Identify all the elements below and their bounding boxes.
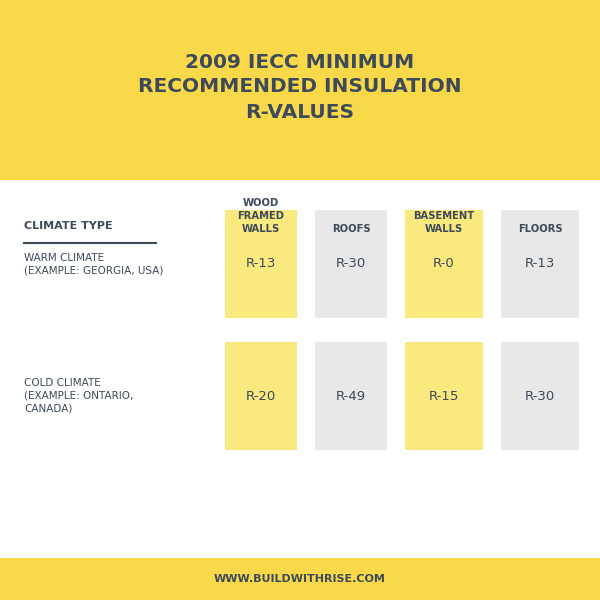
Text: R-13: R-13 xyxy=(246,257,276,271)
Text: COLD CLIMATE
(EXAMPLE: ONTARIO,
CANADA): COLD CLIMATE (EXAMPLE: ONTARIO, CANADA) xyxy=(24,378,133,414)
FancyBboxPatch shape xyxy=(225,210,297,318)
FancyBboxPatch shape xyxy=(225,342,297,450)
FancyBboxPatch shape xyxy=(501,210,579,318)
Text: WOOD
FRAMED
WALLS: WOOD FRAMED WALLS xyxy=(238,199,284,234)
Text: ROOFS: ROOFS xyxy=(332,224,370,234)
Text: R-0: R-0 xyxy=(433,257,455,271)
Text: 2009 IECC MINIMUM
RECOMMENDED INSULATION
R-VALUES: 2009 IECC MINIMUM RECOMMENDED INSULATION… xyxy=(138,52,462,121)
Text: R-49: R-49 xyxy=(336,389,366,403)
Text: R-15: R-15 xyxy=(429,389,459,403)
FancyBboxPatch shape xyxy=(501,342,579,450)
FancyBboxPatch shape xyxy=(0,558,600,600)
Text: R-30: R-30 xyxy=(336,257,366,271)
Text: WWW.BUILDWITHRISE.COM: WWW.BUILDWITHRISE.COM xyxy=(214,574,386,584)
FancyBboxPatch shape xyxy=(315,342,387,450)
FancyBboxPatch shape xyxy=(405,342,483,450)
FancyBboxPatch shape xyxy=(0,180,600,558)
Text: BASEMENT
WALLS: BASEMENT WALLS xyxy=(413,211,475,234)
FancyBboxPatch shape xyxy=(405,210,483,318)
Text: WARM CLIMATE
(EXAMPLE: GEORGIA, USA): WARM CLIMATE (EXAMPLE: GEORGIA, USA) xyxy=(24,253,163,275)
Text: R-20: R-20 xyxy=(246,389,276,403)
Text: CLIMATE TYPE: CLIMATE TYPE xyxy=(24,221,113,231)
Text: R-30: R-30 xyxy=(525,389,555,403)
Text: R-13: R-13 xyxy=(525,257,555,271)
Text: FLOORS: FLOORS xyxy=(518,224,562,234)
FancyBboxPatch shape xyxy=(315,210,387,318)
